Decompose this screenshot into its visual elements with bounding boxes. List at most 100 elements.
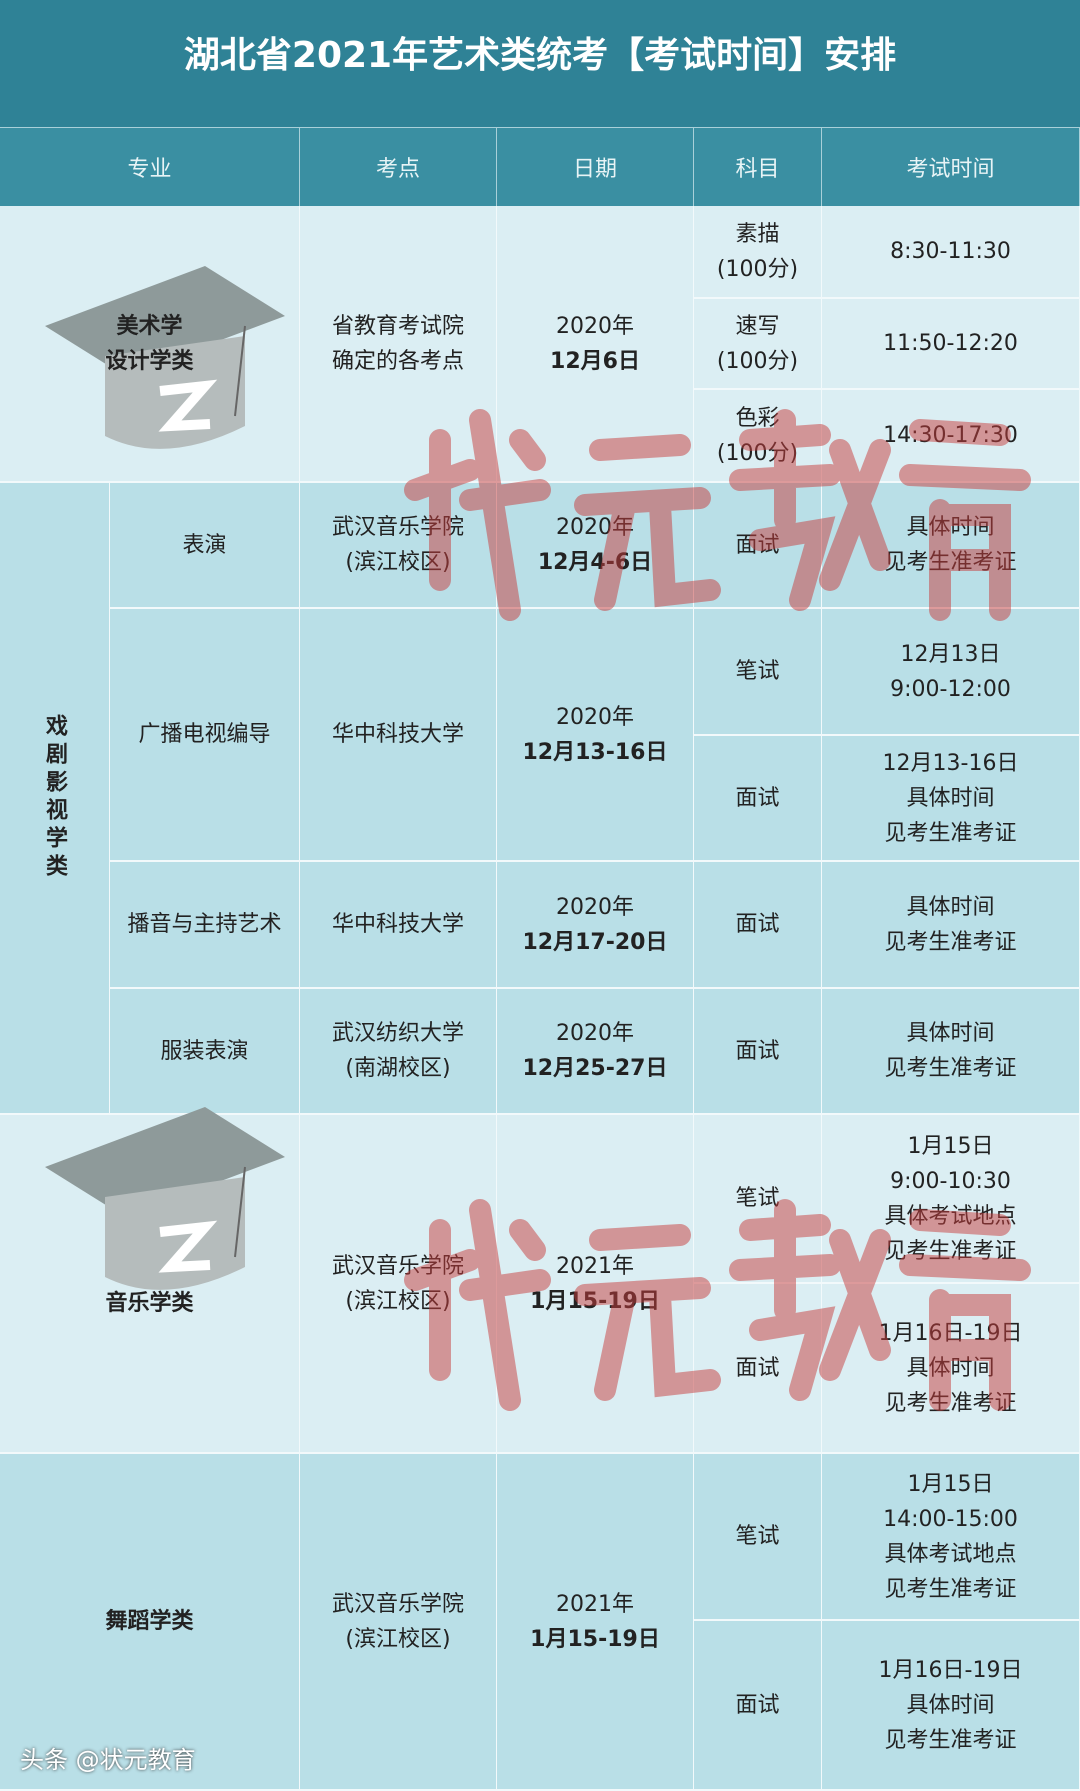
drama-major-3: 播音与主持艺术 xyxy=(110,862,300,989)
music-venue: 武汉音乐学院 (滨江校区) xyxy=(300,1115,497,1454)
time-line: 12月13-16日 xyxy=(882,750,1019,776)
drama-venue-3: 华中科技大学 xyxy=(300,862,497,989)
footer-credit: 头条 @状元教育 xyxy=(20,1746,196,1774)
time-line: 具体时间 xyxy=(906,1355,995,1381)
venue-line2: 确定的各考点 xyxy=(331,348,464,374)
venue-line1: 武汉纺织大学 xyxy=(331,1021,464,1046)
venue-line1: 武汉音乐学院 xyxy=(331,1253,464,1279)
time-line: 具体考试地点 xyxy=(884,1541,1017,1567)
date-year: 2021年 xyxy=(556,1591,634,1617)
dance-subject-1: 笔试 xyxy=(694,1454,822,1621)
venue-line1: 省教育考试院 xyxy=(331,313,464,339)
drama-venue-4: 武汉纺织大学 (南湖校区) xyxy=(300,989,497,1115)
time-line: 9:00-10:30 xyxy=(890,1168,1011,1194)
dance-time-2: 1月16日-19日 具体时间见考生准考证 xyxy=(822,1621,1080,1791)
venue-line2: (滨江校区) xyxy=(345,550,451,575)
music-subject-2: 面试 xyxy=(694,1284,822,1454)
subject-name: 色彩 xyxy=(735,405,780,431)
art-time-1: 8:30-11:30 xyxy=(822,206,1080,299)
dance-subject-2: 面试 xyxy=(694,1621,822,1791)
time-line: 见考生准考证 xyxy=(884,820,1017,846)
drama-time-2a: 12月13日 9:00-12:00 xyxy=(822,609,1080,736)
drama-major-4: 服装表演 xyxy=(110,989,300,1115)
dance-major: 舞蹈学类 xyxy=(0,1454,300,1791)
drama-date-4: 2020年 12月25-27日 xyxy=(497,989,694,1115)
drama-venue-2: 华中科技大学 xyxy=(300,609,497,862)
date-day: 12月4-6日 xyxy=(537,550,653,575)
time-line: 见考生准考证 xyxy=(884,550,1017,575)
date-day: 12月25-27日 xyxy=(522,1056,668,1081)
drama-subject-3: 面试 xyxy=(694,862,822,989)
subject-name: 素描 xyxy=(735,221,780,247)
drama-subject-4: 面试 xyxy=(694,989,822,1115)
drama-date-1: 2020年 12月4-6日 xyxy=(497,483,694,609)
time-line: 具体时间 xyxy=(906,894,995,920)
subject-score: (100分) xyxy=(716,348,799,374)
time-line: 见考生准考证 xyxy=(884,1056,1017,1081)
music-major: 音乐学类 xyxy=(0,1107,300,1454)
time-line: 具体时间 xyxy=(906,785,995,811)
dance-date: 2021年 1月15-19日 xyxy=(497,1454,694,1791)
time-line: 具体时间 xyxy=(906,515,995,540)
header-subject: 科目 xyxy=(694,127,822,206)
drama-time-4: 具体时间 见考生准考证 xyxy=(822,989,1080,1115)
dance-major-label: 舞蹈学类 xyxy=(105,1609,194,1634)
date-year: 2020年 xyxy=(556,894,634,920)
time-line: 具体考试地点 xyxy=(884,1203,1017,1229)
drama-time-3: 具体时间见考生准考证 xyxy=(822,862,1080,989)
drama-category: 戏剧影视学类 xyxy=(0,483,110,1115)
drama-venue-1: 武汉音乐学院 (滨江校区) xyxy=(300,483,497,609)
art-subject-3: 色彩 (100分) xyxy=(694,390,822,483)
drama-subject-2a: 笔试 xyxy=(694,609,822,736)
venue-line1: 武汉音乐学院 xyxy=(331,1591,464,1617)
art-subject-2: 速写 (100分) xyxy=(694,299,822,390)
drama-major-1: 表演 xyxy=(110,483,300,609)
date-day: 12月13-16日 xyxy=(522,739,668,765)
dance-time-1: 1月15日 14:00-15:00 具体考试地点 见考生准考证 xyxy=(822,1454,1080,1621)
art-venue: 省教育考试院 确定的各考点 xyxy=(300,206,497,483)
drama-subject-1: 面试 xyxy=(694,483,822,609)
venue-line1: 武汉音乐学院 xyxy=(331,515,464,540)
time-line: 具体时间 xyxy=(906,1692,995,1718)
header-date: 日期 xyxy=(497,127,694,206)
graduation-cap-icon xyxy=(45,1107,285,1290)
music-date: 2021年 1月15-19日 xyxy=(497,1115,694,1454)
drama-time-1: 具体时间见考生准考证 xyxy=(822,483,1080,609)
drama-date-2: 2020年 12月13-16日 xyxy=(497,609,694,862)
drama-time-2b: 12月13-16日 具体时间见考生准考证 xyxy=(822,736,1080,862)
date-day: 1月15-19日 xyxy=(530,1288,660,1314)
date-year: 2020年 xyxy=(556,704,634,730)
time-line: 见考生准考证 xyxy=(884,929,1017,955)
subject-score: (100分) xyxy=(716,256,799,282)
subject-score: (100分) xyxy=(716,440,799,466)
art-time-2: 11:50-12:20 xyxy=(822,299,1080,390)
time-line: 1月15日 xyxy=(907,1133,994,1159)
time-line: 1月16日-19日 xyxy=(878,1320,1023,1346)
art-major-line1: 美术学 xyxy=(116,313,183,339)
time-line: 9:00-12:00 xyxy=(890,676,1011,702)
time-line: 1月16日-19日 xyxy=(878,1657,1023,1683)
venue-line2: (滨江校区) xyxy=(345,1626,451,1652)
time-line: 见考生准考证 xyxy=(884,1238,1017,1264)
header-time: 考试时间 xyxy=(822,127,1080,206)
drama-category-label: 戏剧影视学类 xyxy=(42,714,67,882)
date-year: 2020年 xyxy=(556,515,634,540)
art-date: 2020年 12月6日 xyxy=(497,206,694,483)
venue-line2: (滨江校区) xyxy=(345,1288,451,1314)
subject-name: 速写 xyxy=(735,313,780,339)
page-title: 湖北省2021年艺术类统考【考试时间】安排 xyxy=(0,0,1080,127)
art-major: 美术学 设计学类 xyxy=(0,206,300,483)
date-day: 12月17-20日 xyxy=(522,929,668,955)
art-major-line2: 设计学类 xyxy=(105,348,194,374)
date-day: 12月6日 xyxy=(550,348,640,374)
date-year: 2021年 xyxy=(556,1253,634,1279)
music-major-label: 音乐学类 xyxy=(105,1291,194,1316)
time-line: 1月15日 xyxy=(907,1471,994,1497)
music-time-2: 1月16日-19日 具体时间见考生准考证 xyxy=(822,1284,1080,1454)
time-line: 12月13日 xyxy=(900,641,1001,667)
time-line: 见考生准考证 xyxy=(884,1576,1017,1602)
header-venue: 考点 xyxy=(300,127,497,206)
time-line: 见考生准考证 xyxy=(884,1390,1017,1416)
music-time-1: 1月15日 9:00-10:30 具体考试地点 见考生准考证 xyxy=(822,1115,1080,1284)
time-line: 见考生准考证 xyxy=(884,1727,1017,1753)
